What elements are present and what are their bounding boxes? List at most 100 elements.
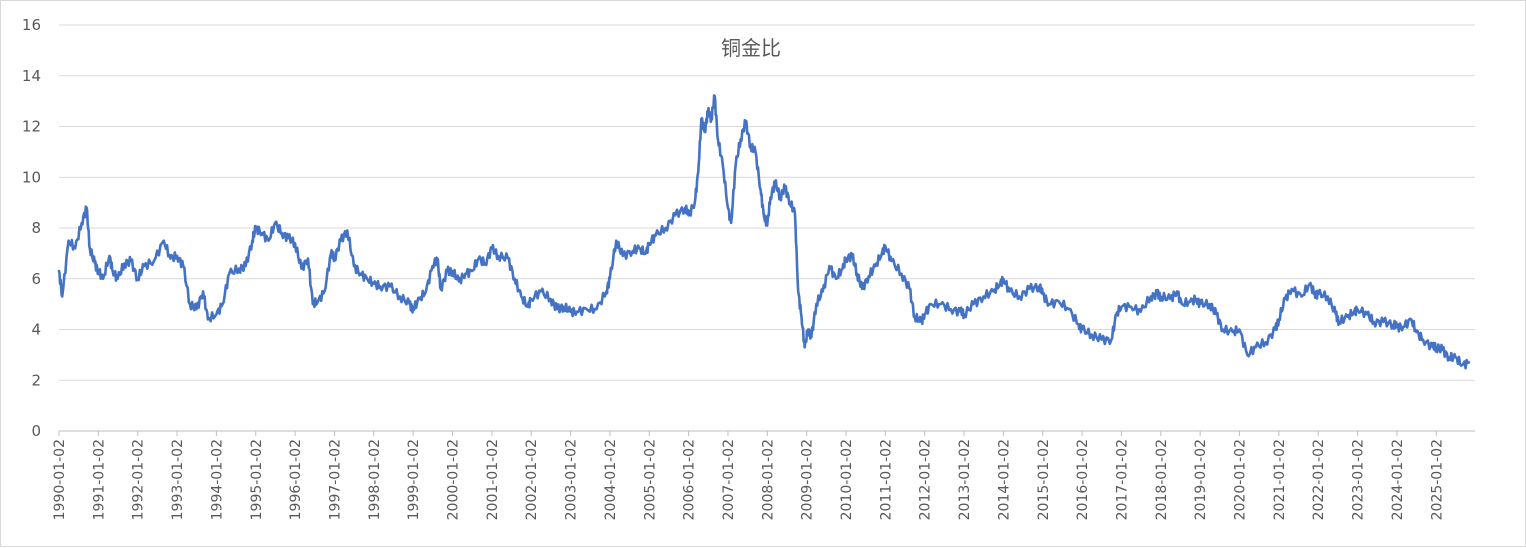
data-point [294,242,296,244]
data-point [471,270,473,272]
data-point [841,267,844,270]
x-tick-label: 2010-01-02 [839,439,855,520]
data-point [645,252,647,255]
data-point [638,247,640,250]
data-point [1300,295,1303,298]
data-point [373,283,375,285]
data-point [221,303,224,305]
data-point [267,239,270,242]
data-point [1396,326,1398,328]
data-point [1160,295,1162,298]
data-point [890,260,893,262]
data-point [549,298,552,300]
data-point [697,171,699,173]
data-point [1215,313,1218,316]
data-point [703,130,706,133]
x-tick-label: 1990-01-02 [52,439,68,520]
data-point [734,163,737,166]
x-tick-label: 1999-01-02 [406,439,422,520]
data-point [759,189,762,191]
y-tick-label: 10 [22,168,41,186]
data-point [749,146,752,148]
data-point [399,295,401,298]
data-point [923,313,926,316]
y-tick-label: 14 [22,67,41,85]
data-point [408,303,411,305]
x-tick-label: 2017-01-02 [1114,439,1130,520]
data-point [940,303,942,305]
data-point [930,303,932,305]
data-point [784,186,786,189]
data-point [713,95,716,97]
data-point [950,308,952,311]
data-point [244,265,247,267]
data-point [238,267,240,270]
data-point [507,257,509,260]
data-point [116,278,119,280]
data-point [1415,331,1418,333]
data-point [828,265,831,267]
data-point [1284,298,1286,300]
data-point [1274,328,1277,331]
data-point [721,163,724,166]
data-point [1180,303,1183,305]
data-point [513,278,516,280]
data-point [1169,298,1172,300]
x-tick-label: 2001-01-02 [485,439,501,520]
data-point [779,196,781,199]
data-point [727,206,729,209]
data-point [794,212,796,214]
data-point [389,285,391,288]
data-point [707,110,709,113]
data-point [900,272,903,275]
data-point [366,278,368,280]
data-point [130,260,132,262]
data-point [412,308,414,311]
data-point [1048,303,1050,305]
data-point [807,328,809,331]
data-point [163,239,165,242]
data-point [1308,283,1311,285]
x-tick-label: 2014-01-02 [996,439,1012,520]
data-point [1356,308,1359,311]
data-point [1208,303,1211,305]
data-point [963,313,965,316]
data-point [605,290,608,293]
data-point [1110,338,1113,341]
data-point [766,224,768,227]
data-point [774,181,776,184]
x-tick-label: 2012-01-02 [918,439,934,520]
data-point [58,270,60,272]
data-point [815,303,818,305]
data-point [664,227,667,229]
y-tick-label: 4 [31,321,41,339]
x-tick-label: 2020-01-02 [1233,439,1249,520]
x-tick-label: 2006-01-02 [682,439,698,520]
data-point [143,265,145,267]
x-tick-label: 2009-01-02 [800,439,816,520]
data-point [339,239,342,242]
data-point [312,303,314,305]
data-point [754,151,757,153]
y-axis-tick-labels: 0 2 4 6 8 10 12 14 16 [22,16,41,440]
data-point [609,278,611,280]
x-tick-label: 2002-01-02 [524,439,540,520]
data-point [1290,288,1293,290]
data-point [569,310,572,313]
data-point [94,262,96,265]
x-tick-label: 2015-01-02 [1036,439,1052,520]
x-tick-label: 1997-01-02 [327,439,343,520]
x-tick-label: 2005-01-02 [642,439,658,520]
data-point [207,318,209,321]
data-point [739,138,742,140]
data-point [300,267,303,270]
data-point [1115,313,1118,316]
data-point [1338,321,1340,323]
data-point [631,250,634,252]
x-tick-label: 1996-01-02 [288,439,304,520]
data-point [835,278,837,280]
data-point [439,288,442,290]
x-tick-label: 1993-01-02 [170,439,186,520]
data-point [169,257,172,260]
data-point [694,201,696,204]
